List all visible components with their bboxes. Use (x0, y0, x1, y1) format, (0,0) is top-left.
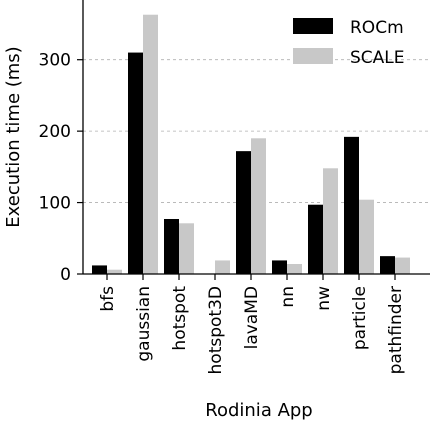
bar-rocm-lavamd (236, 151, 251, 274)
bar-rocm-hotspot (164, 218, 179, 274)
x-tick-label: pathfinder (386, 286, 406, 374)
legend: ROCm SCALE (293, 18, 405, 68)
y-tick-label: 200 (39, 122, 71, 142)
y-axis-label: Execution time (ms) (3, 46, 24, 227)
bar-rocm-pathfinder (380, 256, 395, 274)
bar-rocm-nw (308, 204, 323, 274)
x-tick-label: lavaMD (242, 286, 262, 349)
bar-scale-hotspot3d (215, 260, 230, 274)
bar-rocm-gaussian (128, 52, 143, 274)
y-tick-label: 300 (39, 51, 71, 71)
bar-scale-gaussian (143, 14, 158, 274)
legend-label-rocm: ROCm (350, 18, 404, 38)
axes (82, 0, 430, 275)
x-tick-label: particle (350, 286, 370, 350)
bar-scale-bfs (107, 269, 122, 274)
x-tick-label: bfs (98, 286, 118, 312)
bar-scale-nw (323, 168, 338, 274)
bar-scale-particle (359, 199, 374, 274)
bar-scale-hotspot (179, 223, 194, 274)
x-tick-label: hotspot3D (206, 286, 226, 374)
bars (92, 14, 410, 274)
legend-swatch-scale (293, 48, 333, 64)
bar-rocm-particle (344, 136, 359, 274)
bar-rocm-nn (272, 260, 287, 274)
bar-scale-pathfinder (395, 257, 410, 274)
x-tick-label: nn (278, 286, 298, 308)
bar-rocm-bfs (92, 265, 107, 274)
bar-scale-lavamd (251, 138, 266, 274)
x-ticks: bfs gaussian hotspot hotspot3D lavaMD nn nw par… (98, 274, 406, 374)
legend-label-scale: SCALE (350, 48, 405, 68)
x-tick-label: nw (314, 286, 334, 311)
x-tick-label: hotspot (170, 286, 190, 351)
x-tick-label: gaussian (134, 286, 154, 362)
y-tick-label: 0 (60, 265, 71, 285)
legend-swatch-rocm (293, 18, 333, 34)
y-tick-label: 100 (39, 194, 71, 214)
y-ticks: 0 100 200 300 (39, 51, 83, 285)
bar-scale-nn (287, 263, 302, 274)
x-axis-label: Rodinia App (205, 400, 312, 421)
